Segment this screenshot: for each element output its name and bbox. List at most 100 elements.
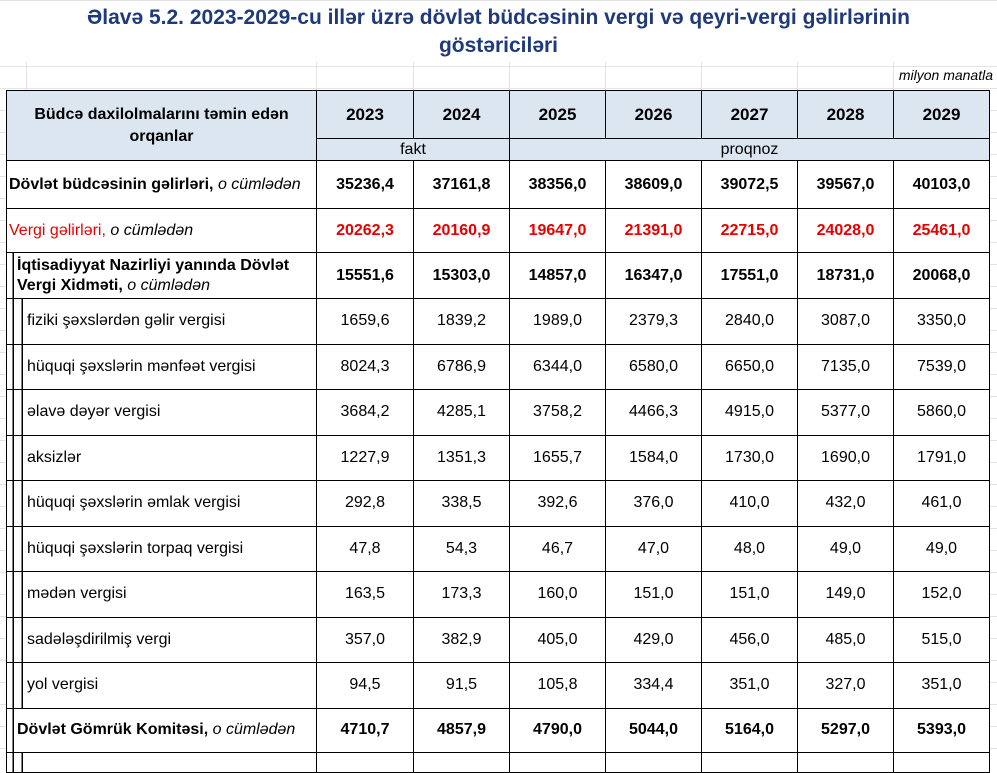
- proqnoz-label: proqnoz: [509, 138, 990, 161]
- value-cell: 47,8: [316, 525, 414, 572]
- value-cell: 3684,2: [316, 389, 414, 436]
- value-cell: 351,0: [701, 662, 798, 709]
- value-cell: 25461,0: [893, 208, 990, 253]
- value-cell: 22715,0: [701, 208, 798, 253]
- value-cell: 40103,0: [893, 160, 990, 209]
- table-row: [6, 751, 990, 773]
- value-cell: 376,0: [605, 480, 702, 527]
- empty-cell: [893, 751, 990, 773]
- value-cell: 37161,8: [413, 160, 510, 209]
- year-header: 2024: [413, 90, 510, 139]
- row-label: yol vergisi: [6, 662, 317, 709]
- table-row: İqtisadiyyat Nazirliyi yanında Dövlət Ve…: [6, 252, 990, 299]
- table-row: Dövlət Gömrük Komitəsi, o cümlədən 4710,7…: [6, 707, 990, 753]
- value-cell: 5044,0: [605, 707, 702, 753]
- value-cell: 485,0: [797, 616, 894, 663]
- row-label: hüquqi şəxslərin mənfəət vergisi: [6, 343, 317, 390]
- table-row: mədən vergisi 163,5 173,3 160,0 151,0 151,0 14…: [6, 571, 990, 618]
- value-cell: 1690,0: [797, 434, 894, 481]
- value-cell: 4857,9: [413, 707, 510, 753]
- row-label: Vergi gəlirləri, o cümlədən: [6, 208, 317, 253]
- value-cell: 49,0: [797, 525, 894, 572]
- value-cell: 4790,0: [509, 707, 606, 753]
- value-cell: 3087,0: [797, 298, 894, 345]
- gridline: [701, 60, 702, 90]
- empty-cell: [605, 751, 702, 773]
- value-cell: 410,0: [701, 480, 798, 527]
- row-label: İqtisadiyyat Nazirliyi yanında Dövlət Ve…: [6, 252, 317, 299]
- value-cell: 14857,0: [509, 252, 606, 299]
- subheader-row: fakt proqnoz: [7, 138, 990, 161]
- value-cell: 4915,0: [701, 389, 798, 436]
- gridline: [893, 60, 894, 90]
- value-cell: 5393,0: [893, 707, 990, 753]
- year-header: 2023: [316, 90, 414, 139]
- value-cell: 432,0: [797, 480, 894, 527]
- title-text: Əlavə 5.2. 2023-2029-cu illər üzrə dövlə…: [87, 6, 910, 57]
- table-row: hüquqi şəxslərin əmlak vergisi 292,8 338,5…: [6, 480, 990, 527]
- value-cell: 16347,0: [605, 252, 702, 299]
- value-cell: 20068,0: [893, 252, 990, 299]
- gridline: [509, 60, 510, 90]
- value-cell: 334,4: [605, 662, 702, 709]
- row-label-text: İqtisadiyyat Nazirliyi yanında Dövlət Ve…: [17, 256, 290, 294]
- value-cell: 2840,0: [701, 298, 798, 345]
- value-cell: 1227,9: [316, 434, 414, 481]
- row-label: hüquqi şəxslərin əmlak vergisi: [6, 480, 317, 527]
- row-label-suffix: o cümlədən: [110, 221, 194, 239]
- year-header: 2026: [605, 90, 702, 139]
- value-cell: 152,0: [893, 571, 990, 618]
- value-cell: 24028,0: [797, 208, 894, 253]
- value-cell: 91,5: [413, 662, 510, 709]
- gridline: [605, 60, 606, 90]
- budget-table: Büdcə daxilolmalarını təmin edən orqanla…: [6, 90, 990, 773]
- gridline: [316, 60, 317, 90]
- unit-label: milyon manatla: [898, 67, 993, 83]
- row-label: sadələşdirilmiş vergi: [6, 616, 317, 663]
- value-cell: 39072,5: [701, 160, 798, 209]
- row-label: hüquqi şəxslərin torpaq vergisi: [6, 525, 317, 572]
- empty-cell: [701, 751, 798, 773]
- value-cell: 5860,0: [893, 389, 990, 436]
- row-label-text: hüquqi şəxslərin əmlak vergisi: [27, 494, 241, 512]
- row-label: mədən vergisi: [6, 571, 317, 618]
- value-cell: 4285,1: [413, 389, 510, 436]
- header-label: Büdcə daxilolmalarını təmin edən orqanla…: [6, 90, 317, 161]
- value-cell: 1655,7: [509, 434, 606, 481]
- row-label-text: Dövlət Gömrük Komitəsi,: [17, 721, 209, 738]
- value-cell: 357,0: [316, 616, 414, 663]
- value-cell: 7539,0: [893, 343, 990, 390]
- year-header: 2025: [509, 90, 606, 139]
- value-cell: 35236,4: [316, 160, 414, 209]
- value-cell: 151,0: [605, 571, 702, 618]
- empty-cell: [509, 751, 606, 773]
- value-cell: 1659,6: [316, 298, 414, 345]
- value-cell: 1989,0: [509, 298, 606, 345]
- value-cell: 47,0: [605, 525, 702, 572]
- fakt-label: fakt: [316, 138, 510, 161]
- row-label-text: yol vergisi: [27, 676, 99, 694]
- row-label-text: hüquqi şəxslərin torpaq vergisi: [27, 539, 244, 557]
- gridline: [797, 60, 798, 90]
- value-cell: 351,0: [893, 662, 990, 709]
- empty-cell: [413, 751, 510, 773]
- value-cell: 149,0: [797, 571, 894, 618]
- row-label-text: sadələşdirilmiş vergi: [27, 630, 172, 648]
- value-cell: 46,7: [509, 525, 606, 572]
- gridline: [413, 60, 414, 90]
- table-row: aksizlər 1227,9 1351,3 1655,7 1584,0 1730,0 16…: [6, 434, 990, 481]
- value-cell: 6344,0: [509, 343, 606, 390]
- value-cell: 392,6: [509, 480, 606, 527]
- value-cell: 151,0: [701, 571, 798, 618]
- value-cell: 456,0: [701, 616, 798, 663]
- value-cell: 5297,0: [797, 707, 894, 753]
- row-label-suffix: o cümlədən: [127, 276, 210, 294]
- empty-cell: [6, 751, 317, 773]
- value-cell: 6786,9: [413, 343, 510, 390]
- value-cell: 405,0: [509, 616, 606, 663]
- value-cell: 15551,6: [316, 252, 414, 299]
- value-cell: 15303,0: [413, 252, 510, 299]
- value-cell: 19647,0: [509, 208, 606, 253]
- row-label-text: mədən vergisi: [27, 585, 127, 603]
- value-cell: 17551,0: [701, 252, 798, 299]
